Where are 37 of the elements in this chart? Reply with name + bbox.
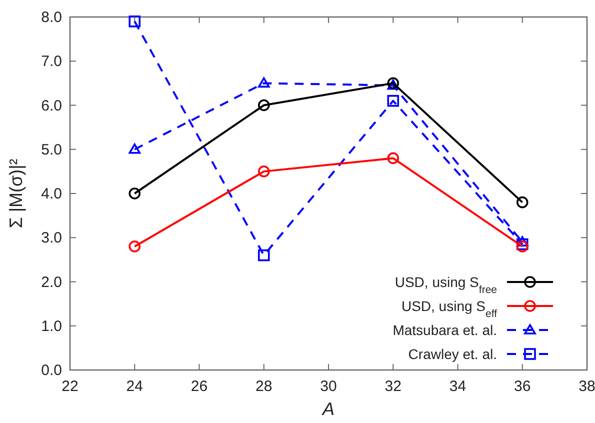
legend-label: USD, using S$_{eff}$ [401, 298, 498, 320]
y-tick-label: 3.0 [41, 230, 62, 247]
y-tick-label: 2.0 [41, 274, 62, 291]
point [258, 77, 270, 88]
point [128, 188, 141, 200]
point [387, 94, 400, 107]
y-tick-label: 6.0 [41, 97, 62, 114]
point [128, 143, 141, 154]
point [516, 196, 528, 208]
y-tick-label: 8.0 [41, 9, 62, 26]
x-tick-label: 32 [384, 378, 402, 395]
legend-label: USD, using S$_{free}$ [394, 274, 498, 296]
x-tick-label: 34 [449, 378, 466, 395]
y-tick-label: 0.0 [41, 362, 62, 379]
legend-label: Matsubara et. al. [392, 322, 497, 338]
x-tick-label: 24 [126, 378, 143, 395]
y-tick-label: 5.0 [41, 141, 62, 158]
x-tick-label: 30 [320, 378, 337, 395]
point [258, 166, 270, 178]
point [516, 238, 528, 250]
x-tick-label: 22 [62, 378, 78, 395]
x-axis-title: A [321, 399, 335, 419]
y-axis-title: Σ |M(σ)|² [6, 158, 26, 228]
y-tick-label: 7.0 [41, 53, 62, 70]
x-tick-label: 26 [190, 378, 208, 395]
point [258, 99, 270, 112]
y-tick-label: 1.0 [41, 318, 62, 335]
point [258, 249, 270, 262]
point [128, 16, 141, 28]
x-tick-label: 38 [578, 378, 595, 395]
point [128, 240, 141, 252]
point [516, 240, 528, 252]
legend-label: Crawley et. al. [408, 346, 497, 362]
point [387, 152, 400, 164]
y-tick-label: 4.0 [41, 186, 62, 202]
x-tick-label: 28 [256, 378, 272, 395]
x-tick-label: 36 [514, 378, 531, 395]
